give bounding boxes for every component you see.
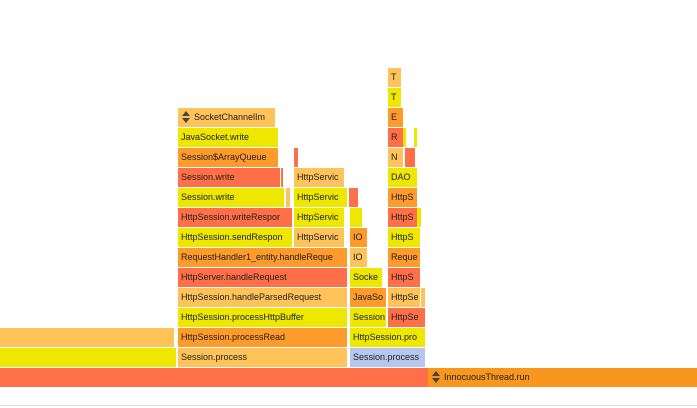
frame-label: HttpServer.handleRequest: [181, 272, 287, 282]
frame-sliver-8[interactable]: [417, 208, 421, 227]
frame-label: JavaSo: [353, 292, 384, 302]
frame-label: Session: [353, 312, 386, 322]
frame-sliver-4[interactable]: [349, 188, 358, 207]
frame-sliver-12[interactable]: [286, 188, 290, 207]
frame-label: Socke: [353, 272, 379, 282]
frame-label: HttpSession.pro: [353, 332, 418, 342]
expand-collapse-icon[interactable]: [432, 370, 440, 383]
frame-t-b[interactable]: T: [388, 68, 401, 87]
frame-label: HttpSession.writeRespor: [181, 212, 281, 222]
frame-sliver-10[interactable]: [403, 128, 406, 147]
frame-label: IO: [353, 252, 363, 262]
frame-httpsession-processhttpbuffer[interactable]: HttpSession.processHttpBuffer: [178, 308, 347, 327]
frame-label: Session.process: [353, 352, 420, 362]
frame-httpservic-c[interactable]: HttpServic: [294, 188, 344, 207]
frame-label: SocketChannelIm: [194, 112, 266, 122]
frame-label: N: [391, 152, 398, 162]
frame-label: Session$ArrayQueue: [181, 152, 267, 162]
frame-sliver-9[interactable]: [421, 288, 425, 307]
frame-label: HttpServic: [297, 172, 339, 182]
frame-socke[interactable]: Socke: [350, 268, 382, 287]
frame-label: HttpS: [391, 212, 414, 222]
frame-label: T: [391, 92, 397, 102]
frame-io-a[interactable]: IO: [350, 248, 367, 267]
frame-left-c[interactable]: [0, 328, 174, 347]
frame-label: HttpServic: [297, 232, 339, 242]
frame-io-b[interactable]: IO: [350, 228, 367, 247]
frame-https-a[interactable]: HttpS: [388, 268, 420, 287]
frame-session-write-a[interactable]: Session.write: [178, 188, 284, 207]
frame-innocuous-thread-run[interactable]: InnocuousThread.run: [428, 368, 697, 387]
frame-https-d[interactable]: HttpS: [388, 188, 417, 207]
frame-requesthandler-handlerequest[interactable]: RequestHandler1_entity.handleReque: [178, 248, 347, 267]
frame-label: InnocuousThread.run: [444, 372, 530, 382]
frame-sliver-6[interactable]: [350, 208, 362, 227]
frame-httpservic-b[interactable]: HttpServic: [294, 208, 344, 227]
frame-label: Session.process: [181, 352, 248, 362]
frame-t-a[interactable]: T: [388, 88, 401, 107]
frame-label: HttpSession.processHttpBuffer: [181, 312, 304, 322]
frame-r[interactable]: R: [388, 128, 403, 147]
frame-label: IO: [353, 232, 363, 242]
frame-javasocket-write[interactable]: JavaSocket.write: [178, 128, 278, 147]
frame-label: DAO: [391, 172, 411, 182]
frame-httpsession-pro[interactable]: HttpSession.pro: [350, 328, 425, 347]
frame-label: Session.write: [181, 172, 235, 182]
frame-label: HttpSession.handleParsedRequest: [181, 292, 322, 302]
frame-label: HttpSession.sendRespon: [181, 232, 283, 242]
frame-httpse-2[interactable]: HttpSe: [388, 288, 420, 307]
frame-httpserver-handlerequest[interactable]: HttpServer.handleRequest: [178, 268, 347, 287]
frame-https-b[interactable]: HttpS: [388, 228, 420, 247]
frame-session-process-2[interactable]: Session.process: [350, 348, 425, 367]
frame-session-arrayqueue[interactable]: Session$ArrayQueue: [178, 148, 278, 167]
frame-sliver-11[interactable]: [281, 168, 283, 187]
frame-httpsession-handleparsedrequest[interactable]: HttpSession.handleParsedRequest: [178, 288, 347, 307]
frame-sliver-3[interactable]: [344, 188, 347, 207]
frame-label: HttpSe: [391, 292, 419, 302]
frame-label: R: [391, 132, 398, 142]
frame-https-c[interactable]: HttpS: [388, 208, 417, 227]
frame-label: RequestHandler1_entity.handleReque: [181, 252, 333, 262]
frame-dao[interactable]: DAO: [388, 168, 417, 187]
frame-reque[interactable]: Reque: [388, 248, 420, 267]
frame-left-a[interactable]: [0, 368, 428, 387]
frame-httpsession-writeresponse[interactable]: HttpSession.writeRespor: [178, 208, 292, 227]
frame-label: JavaSocket.write: [181, 132, 250, 142]
frame-sliver-13[interactable]: [414, 128, 417, 147]
frame-label: HttpS: [391, 272, 414, 282]
frame-e[interactable]: E: [388, 108, 403, 127]
frame-session-process[interactable]: Session.process: [178, 348, 347, 367]
frame-label: HttpS: [391, 232, 414, 242]
frame-httpsession-processread[interactable]: HttpSession.processRead: [178, 328, 347, 347]
frame-httpsession-sendresponse[interactable]: HttpSession.sendRespon: [178, 228, 292, 247]
frame-n[interactable]: N: [388, 148, 403, 167]
frame-label: HttpS: [391, 192, 414, 202]
frame-label: HttpServic: [297, 192, 339, 202]
frame-javaso[interactable]: JavaSo: [350, 288, 386, 307]
frame-label: Reque: [391, 252, 418, 262]
frame-httpservic-a[interactable]: HttpServic: [294, 228, 344, 247]
frame-session-write-b[interactable]: Session.write: [178, 168, 280, 187]
frame-label: HttpServic: [297, 212, 339, 222]
frame-label: Session.write: [181, 192, 235, 202]
divider: [0, 405, 697, 406]
frame-label: HttpSession.processRead: [181, 332, 286, 342]
frame-label: HttpSe: [391, 312, 419, 322]
frame-sliver-1[interactable]: [294, 148, 298, 167]
frame-left-b[interactable]: [0, 348, 176, 367]
frame-session-truncated[interactable]: Session: [350, 308, 386, 327]
frame-httpse[interactable]: HttpSe: [388, 308, 425, 327]
frame-httpservic-d[interactable]: HttpServic: [294, 168, 344, 187]
frame-label: E: [391, 112, 398, 122]
expand-collapse-icon[interactable]: [182, 110, 190, 123]
frame-label: T: [391, 72, 397, 82]
frame-sliver-7[interactable]: [405, 148, 415, 167]
frame-socketchannelimpl[interactable]: SocketChannelIm: [178, 108, 275, 127]
